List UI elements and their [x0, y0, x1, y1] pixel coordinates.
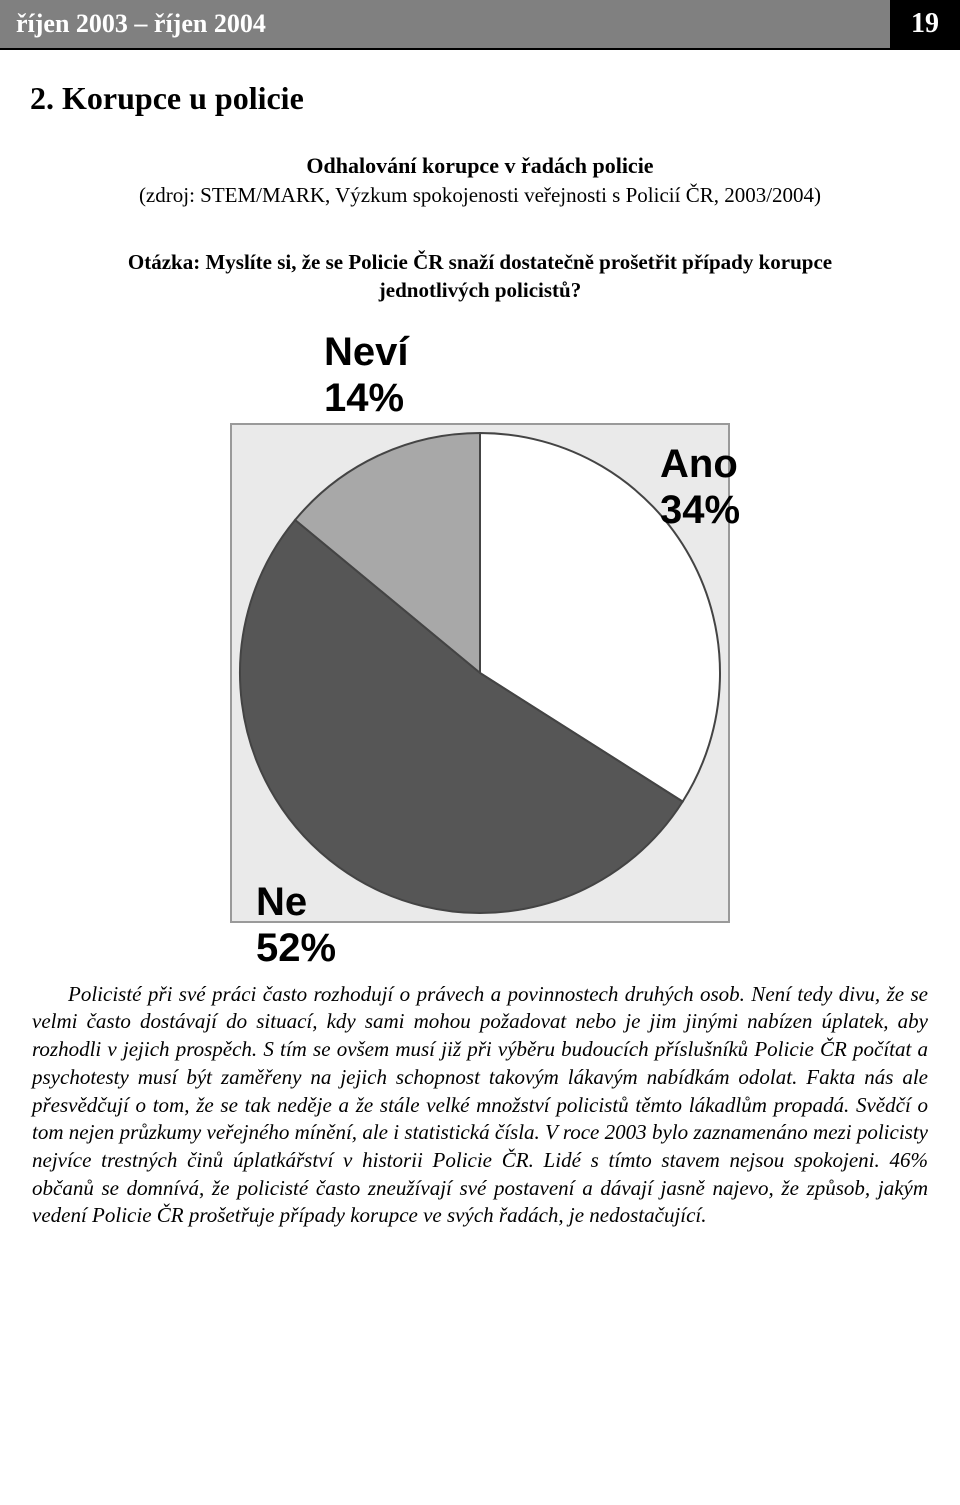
pie-label-nevi-pct: 14%: [324, 376, 404, 420]
pie-label-nevi: Neví 14%: [324, 329, 409, 421]
body-text-content: Policisté při své práci často rozhodují …: [32, 982, 928, 1228]
pie-label-ne-name: Ne: [256, 880, 307, 924]
pie-chart-area: Neví 14% Ano 34% Ne 52%: [140, 323, 820, 943]
pie-label-ano-name: Ano: [660, 442, 738, 486]
pie-label-ne: Ne 52%: [256, 879, 336, 971]
pie-chart: [230, 423, 730, 923]
survey-question: Otázka: Myslíte si, že se Policie ČR sna…: [30, 248, 930, 305]
section-title: 2. Korupce u policie: [30, 80, 930, 117]
chart-source: (zdroj: STEM/MARK, Výzkum spokojenosti v…: [30, 183, 930, 208]
header-date-range: říjen 2003 – říjen 2004: [0, 0, 890, 48]
pie-label-ano: Ano 34%: [660, 441, 740, 533]
header-page-number: 19: [890, 0, 960, 48]
pie-label-nevi-name: Neví: [324, 330, 409, 374]
pie-label-ano-pct: 34%: [660, 488, 740, 532]
chart-subtitle: Odhalování korupce v řadách policie: [30, 153, 930, 179]
page-content: 2. Korupce u policie Odhalování korupce …: [0, 50, 960, 1230]
header-bar: říjen 2003 – říjen 2004 19: [0, 0, 960, 50]
body-paragraph: Policisté při své práci často rozhodují …: [30, 981, 930, 1230]
pie-label-ne-pct: 52%: [256, 926, 336, 970]
